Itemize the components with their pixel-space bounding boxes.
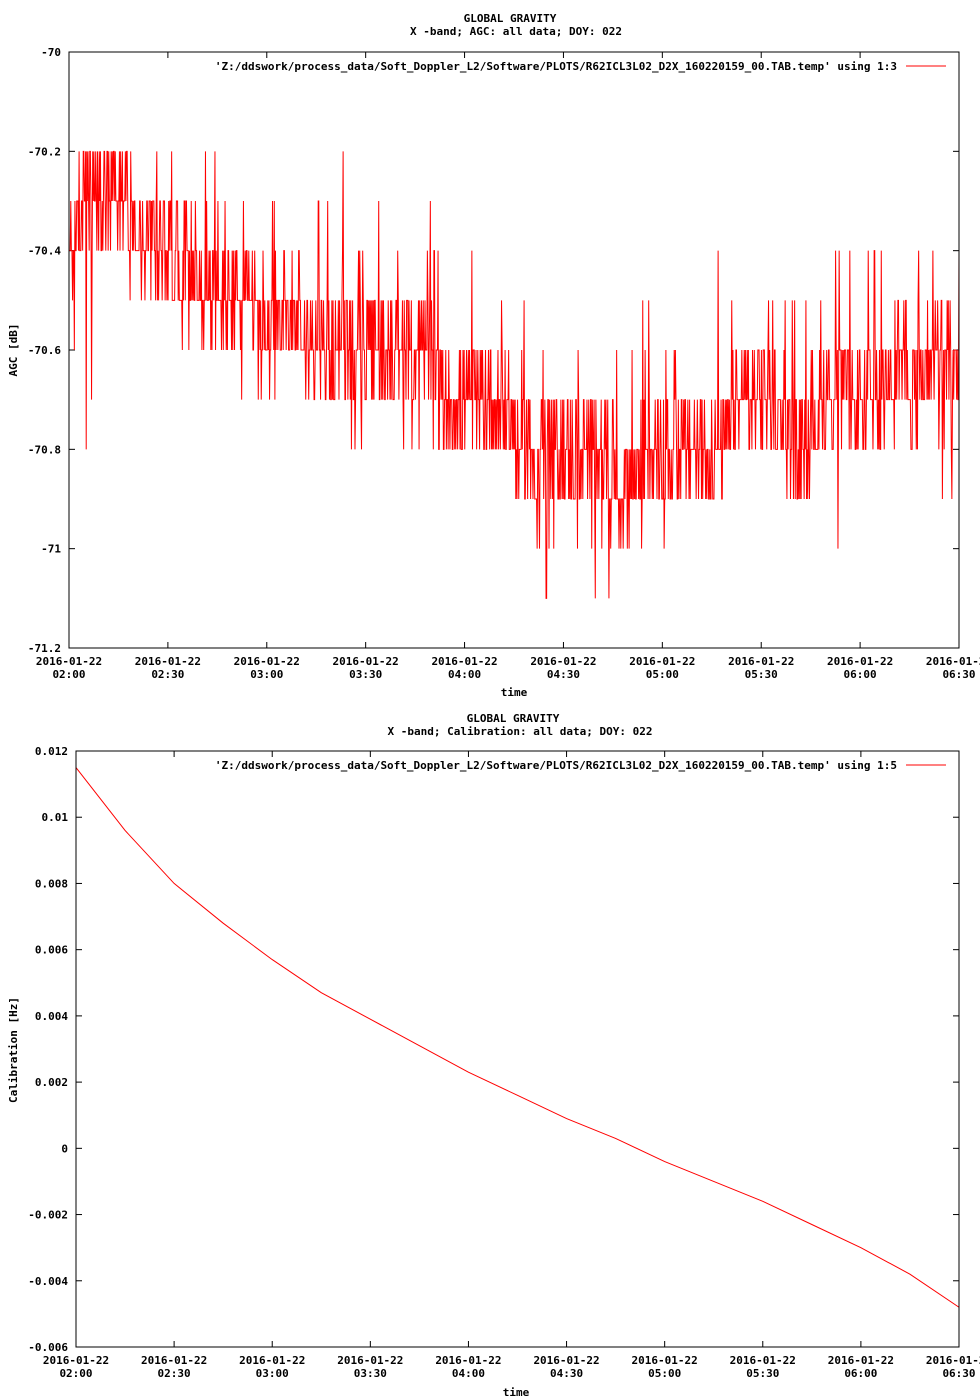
series-line	[75, 767, 960, 1308]
series-group	[75, 767, 960, 1308]
y-tick-label: -0.004	[28, 1275, 68, 1288]
y-tick-label: -70.6	[28, 344, 61, 357]
x-tick-label-time: 02:00	[52, 668, 85, 681]
axis-ticks: -70-70.2-70.4-70.6-70.8-71-71.22016-01-2…	[28, 46, 980, 681]
x-tick-label-time: 04:00	[452, 1367, 485, 1380]
x-tick-label-time: 02:30	[151, 668, 184, 681]
legend-label: 'Z:/ddswork/process_data/Soft_Doppler_L2…	[215, 60, 897, 73]
x-tick-label-date: 2016-01-22	[135, 655, 201, 668]
y-axis-label: AGC [dB]	[7, 324, 20, 377]
y-tick-label: -0.002	[28, 1209, 68, 1222]
y-tick-label: -70.4	[28, 245, 61, 258]
x-tick-label-date: 2016-01-22	[530, 655, 596, 668]
x-tick-label-date: 2016-01-22	[533, 1354, 599, 1367]
y-tick-label: 0.004	[35, 1010, 68, 1023]
y-tick-label: 0.002	[35, 1076, 68, 1089]
x-tick-label-date: 2016-01-22	[435, 1354, 501, 1367]
plot-frame	[75, 750, 960, 1348]
x-tick-label-date: 2016-01-22	[926, 655, 980, 668]
chart-title: GLOBAL GRAVITY	[464, 12, 557, 25]
x-tick-label-date: 2016-01-22	[43, 1354, 109, 1367]
chart-subtitle: X -band; Calibration: all data; DOY: 022	[388, 725, 653, 738]
series-group	[69, 150, 960, 599]
y-axis-label: Calibration [Hz]	[7, 997, 20, 1103]
y-tick-label: -70	[41, 46, 61, 59]
y-tick-label: 0.008	[35, 877, 68, 890]
y-tick-label: 0.01	[42, 811, 69, 824]
x-tick-label-date: 2016-01-22	[239, 1354, 305, 1367]
y-tick-label: 0	[61, 1142, 68, 1155]
y-tick-label: -70.2	[28, 145, 61, 158]
x-tick-label-date: 2016-01-22	[431, 655, 497, 668]
x-tick-label-date: 2016-01-22	[632, 1354, 698, 1367]
x-tick-label-date: 2016-01-22	[337, 1354, 403, 1367]
x-tick-label-time: 03:30	[349, 668, 382, 681]
x-tick-label-time: 06:30	[942, 1367, 975, 1380]
y-tick-label: -71.2	[28, 642, 61, 655]
x-tick-label-date: 2016-01-22	[926, 1354, 980, 1367]
chart-subtitle: X -band; AGC: all data; DOY: 022	[410, 25, 622, 38]
agc-chart: GLOBAL GRAVITY X -band; AGC: all data; D…	[7, 12, 980, 699]
x-tick-label-date: 2016-01-22	[629, 655, 695, 668]
x-tick-label-time: 05:30	[746, 1367, 779, 1380]
x-tick-label-time: 02:00	[59, 1367, 92, 1380]
x-tick-label-time: 02:30	[158, 1367, 191, 1380]
x-tick-label-date: 2016-01-22	[141, 1354, 207, 1367]
x-tick-label-time: 06:00	[844, 1367, 877, 1380]
chart-title: GLOBAL GRAVITY	[467, 712, 560, 725]
x-axis-label: time	[501, 686, 528, 699]
y-tick-label: -71	[41, 543, 61, 556]
y-tick-label: 0.012	[35, 745, 68, 758]
x-tick-label-date: 2016-01-22	[333, 655, 399, 668]
x-tick-label-time: 04:30	[550, 1367, 583, 1380]
plot-frame	[68, 51, 960, 649]
y-tick-label: -0.006	[28, 1341, 68, 1354]
y-tick-label: 0.006	[35, 944, 68, 957]
x-tick-label-date: 2016-01-22	[827, 655, 893, 668]
x-tick-label-time: 06:30	[942, 668, 975, 681]
y-tick-label: -70.8	[28, 443, 61, 456]
x-tick-label-date: 2016-01-22	[828, 1354, 894, 1367]
x-tick-label-date: 2016-01-22	[234, 655, 300, 668]
x-tick-label-date: 2016-01-22	[36, 655, 102, 668]
calibration-chart: GLOBAL GRAVITY X -band; Calibration: all…	[7, 712, 980, 1399]
x-tick-label-time: 05:30	[745, 668, 778, 681]
x-axis-label: time	[503, 1386, 530, 1399]
x-tick-label-time: 03:00	[256, 1367, 289, 1380]
axis-ticks: 0.012 0.01 0.008 0.006 0.004 0.002 0 -0.002 -0.0…	[28, 745, 980, 1380]
x-tick-label-time: 03:30	[354, 1367, 387, 1380]
x-tick-label-time: 05:00	[646, 668, 679, 681]
x-tick-label-time: 06:00	[844, 668, 877, 681]
x-tick-label-time: 04:00	[448, 668, 481, 681]
x-tick-label-date: 2016-01-22	[730, 1354, 796, 1367]
legend-label: 'Z:/ddswork/process_data/Soft_Doppler_L2…	[215, 759, 897, 772]
series-line	[69, 150, 960, 599]
x-tick-label-date: 2016-01-22	[728, 655, 794, 668]
x-tick-label-time: 05:00	[648, 1367, 681, 1380]
x-tick-label-time: 04:30	[547, 668, 580, 681]
x-tick-label-time: 03:00	[250, 668, 283, 681]
